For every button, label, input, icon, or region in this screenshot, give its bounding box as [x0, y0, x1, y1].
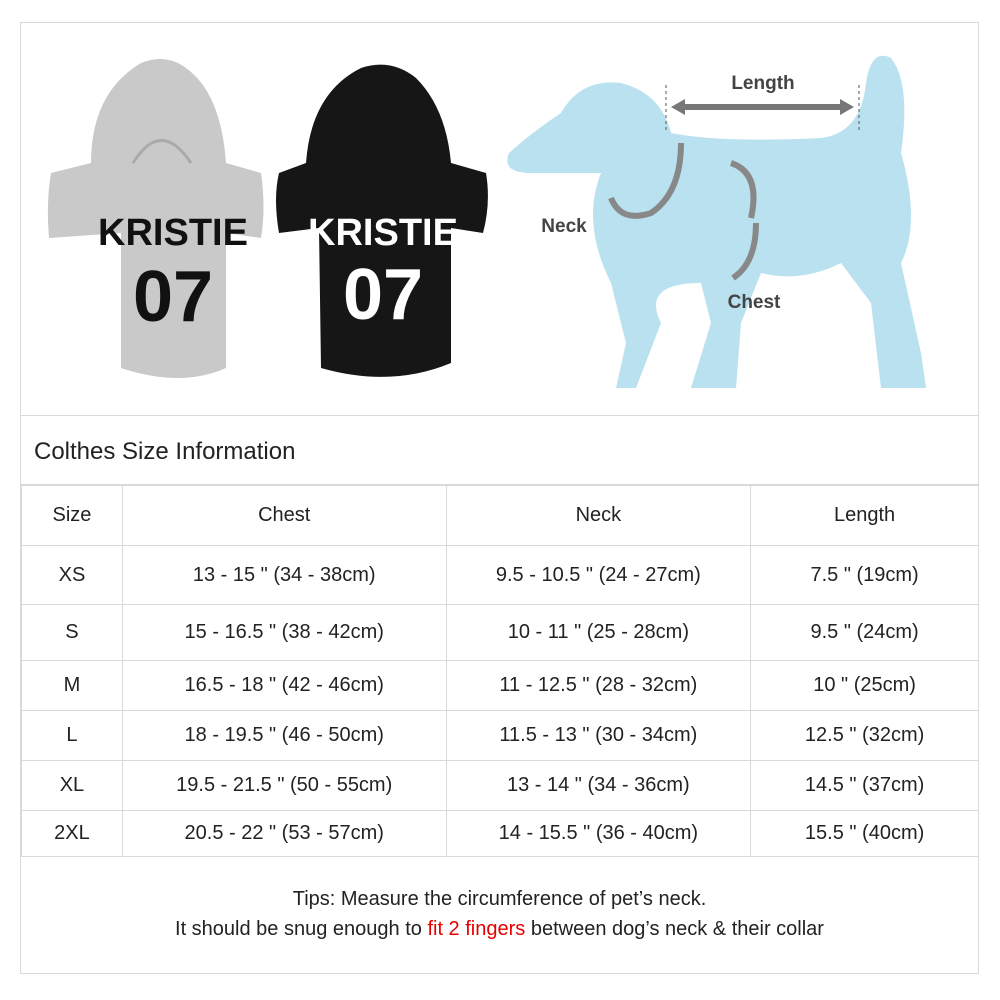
size-cell: S	[21, 604, 123, 661]
chest-label: Chest	[728, 292, 781, 313]
product-hero: KRISTIE 07 KRISTIE 07 Length Neck Chest	[21, 23, 978, 415]
length-cell: 12.5 " (32cm)	[750, 710, 979, 761]
header-chest: Chest	[121, 485, 447, 546]
length-cell: 14.5 " (37cm)	[750, 760, 979, 811]
tips-highlight: fit 2 fingers	[427, 918, 526, 940]
grey-hoodie-number: 07	[133, 257, 213, 337]
black-hoodie-number: 07	[343, 255, 423, 335]
header-neck: Neck	[445, 485, 752, 546]
neck-cell: 9.5 - 10.5 " (24 - 27cm)	[445, 545, 752, 605]
chest-cell: 18 - 19.5 " (46 - 50cm)	[121, 710, 447, 761]
black-hoodie-name: KRISTIE	[308, 212, 458, 254]
grey-hoodie-name: KRISTIE	[98, 212, 248, 254]
header-size: Size	[21, 485, 123, 546]
length-label: Length	[731, 73, 794, 94]
dog-measurement-diagram: Length Neck Chest	[507, 55, 926, 389]
tips-line-1: Tips: Measure the circumference of pet’s…	[292, 888, 707, 910]
tips-section: Tips: Measure the circumference of pet’s…	[21, 856, 978, 974]
size-cell: XS	[21, 545, 123, 605]
size-cell: L	[21, 710, 123, 761]
size-cell: 2XL	[21, 810, 123, 857]
table-row: 2XL 20.5 - 22 " (53 - 57cm) 14 - 15.5 " (3…	[21, 810, 979, 857]
header-length: Length	[750, 485, 979, 546]
table-row: S 15 - 16.5 " (38 - 42cm) 10 - 11 " (25 - …	[21, 604, 979, 661]
grey-hoodie-image: KRISTIE 07	[47, 59, 264, 378]
section-title: Colthes Size Information	[34, 438, 296, 465]
neck-cell: 11 - 12.5 " (28 - 32cm)	[445, 660, 752, 711]
neck-cell: 10 - 11 " (25 - 28cm)	[445, 604, 752, 661]
size-table: Size Chest Neck Length XS 13 - 15 " (34 -…	[21, 485, 979, 857]
chest-cell: 20.5 - 22 " (53 - 57cm)	[121, 810, 447, 857]
section-title-row: Colthes Size Information	[21, 415, 978, 485]
tips-line-2-end: between dog’s neck & their collar	[525, 918, 824, 940]
neck-label: Neck	[541, 216, 587, 237]
table-row: M 16.5 - 18 " (42 - 46cm) 11 - 12.5 " (28 …	[21, 660, 979, 711]
size-cell: M	[21, 660, 123, 711]
table-row: XS 13 - 15 " (34 - 38cm) 9.5 - 10.5 " (24 …	[21, 545, 979, 605]
length-cell: 7.5 " (19cm)	[750, 545, 979, 605]
table-row: XL 19.5 - 21.5 " (50 - 55cm) 13 - 14 " (34…	[21, 760, 979, 811]
neck-cell: 14 - 15.5 " (36 - 40cm)	[445, 810, 752, 857]
length-cell: 15.5 " (40cm)	[750, 810, 979, 857]
chest-cell: 15 - 16.5 " (38 - 42cm)	[121, 604, 447, 661]
chest-cell: 16.5 - 18 " (42 - 46cm)	[121, 660, 447, 711]
tips-line-2: It should be snug enough to fit 2 finger…	[21, 914, 978, 944]
size-cell: XL	[21, 760, 123, 811]
black-hoodie-image: KRISTIE 07	[276, 64, 488, 377]
chest-cell: 19.5 - 21.5 " (50 - 55cm)	[121, 760, 447, 811]
table-row: L 18 - 19.5 " (46 - 50cm) 11.5 - 13 " (30 …	[21, 710, 979, 761]
tips-line-2-start: It should be snug enough to	[175, 918, 428, 940]
neck-cell: 11.5 - 13 " (30 - 34cm)	[445, 710, 752, 761]
neck-cell: 13 - 14 " (34 - 36cm)	[445, 760, 752, 811]
table-header-row: Size Chest Neck Length	[21, 485, 979, 546]
chest-cell: 13 - 15 " (34 - 38cm)	[121, 545, 447, 605]
size-chart-frame	[20, 22, 979, 974]
length-cell: 9.5 " (24cm)	[750, 604, 979, 661]
length-cell: 10 " (25cm)	[750, 660, 979, 711]
